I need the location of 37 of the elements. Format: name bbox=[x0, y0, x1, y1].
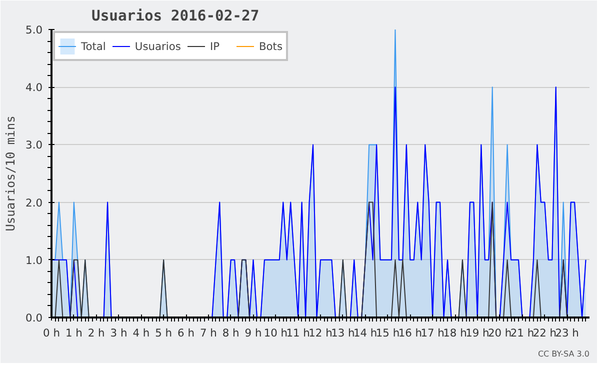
legend-label: IP bbox=[210, 40, 221, 52]
x-tick-label: 0 h bbox=[43, 326, 60, 340]
x-tick-label: 7 h bbox=[200, 326, 217, 340]
y-tick-label: 4.0 bbox=[26, 81, 43, 94]
x-tick-label: 12 h bbox=[308, 326, 332, 340]
legend-label: Bots bbox=[258, 40, 283, 52]
x-tick-label: 20 h bbox=[488, 326, 512, 340]
x-tick-label: 17 h bbox=[420, 326, 444, 340]
text: CC BY-SA 3.0 bbox=[538, 350, 590, 358]
y-tick-label: 0.0 bbox=[26, 312, 43, 324]
x-tick-label: 22 h bbox=[532, 326, 557, 340]
x-tick-label: 8 h bbox=[222, 326, 240, 340]
x-tick-label: 11 h bbox=[286, 326, 310, 340]
x-tick-label: 23 h bbox=[555, 326, 579, 340]
x-tick-label: 21 h bbox=[510, 326, 534, 340]
x-tick-label: 6 h bbox=[178, 326, 194, 340]
legend-label: Total bbox=[81, 40, 106, 52]
x-tick-label: 18 h bbox=[443, 326, 467, 340]
x-tick-label: 9 h bbox=[244, 326, 262, 340]
x-tick-label: 5 h bbox=[155, 326, 172, 340]
legend-label: Usuarios bbox=[134, 40, 181, 52]
x-tick-label: 4 h bbox=[132, 326, 150, 340]
x-tick-label: 1 h bbox=[65, 326, 82, 340]
y-tick-label: 5.0 bbox=[26, 24, 43, 36]
x-tick-label: 19 h bbox=[466, 326, 490, 340]
y-tick-label: 1.0 bbox=[26, 254, 43, 267]
y-axis-title: Usuarios/10 mins bbox=[4, 116, 18, 232]
chart-title: Usuarios 2016-02-27 bbox=[92, 8, 260, 24]
x-tick-label: 14 h bbox=[353, 326, 378, 340]
x-tick-label: 15 h bbox=[376, 326, 400, 340]
x-tick-label: 2 h bbox=[88, 326, 105, 340]
x-tick-label: 3 h bbox=[110, 326, 128, 340]
x-tick-label: 10 h bbox=[264, 326, 288, 340]
y-tick-label: 2.0 bbox=[26, 196, 43, 210]
x-tick-label: 16 h bbox=[398, 326, 422, 340]
y-tick-label: 3.0 bbox=[26, 138, 43, 152]
x-tick-label: 13 h bbox=[331, 326, 355, 340]
